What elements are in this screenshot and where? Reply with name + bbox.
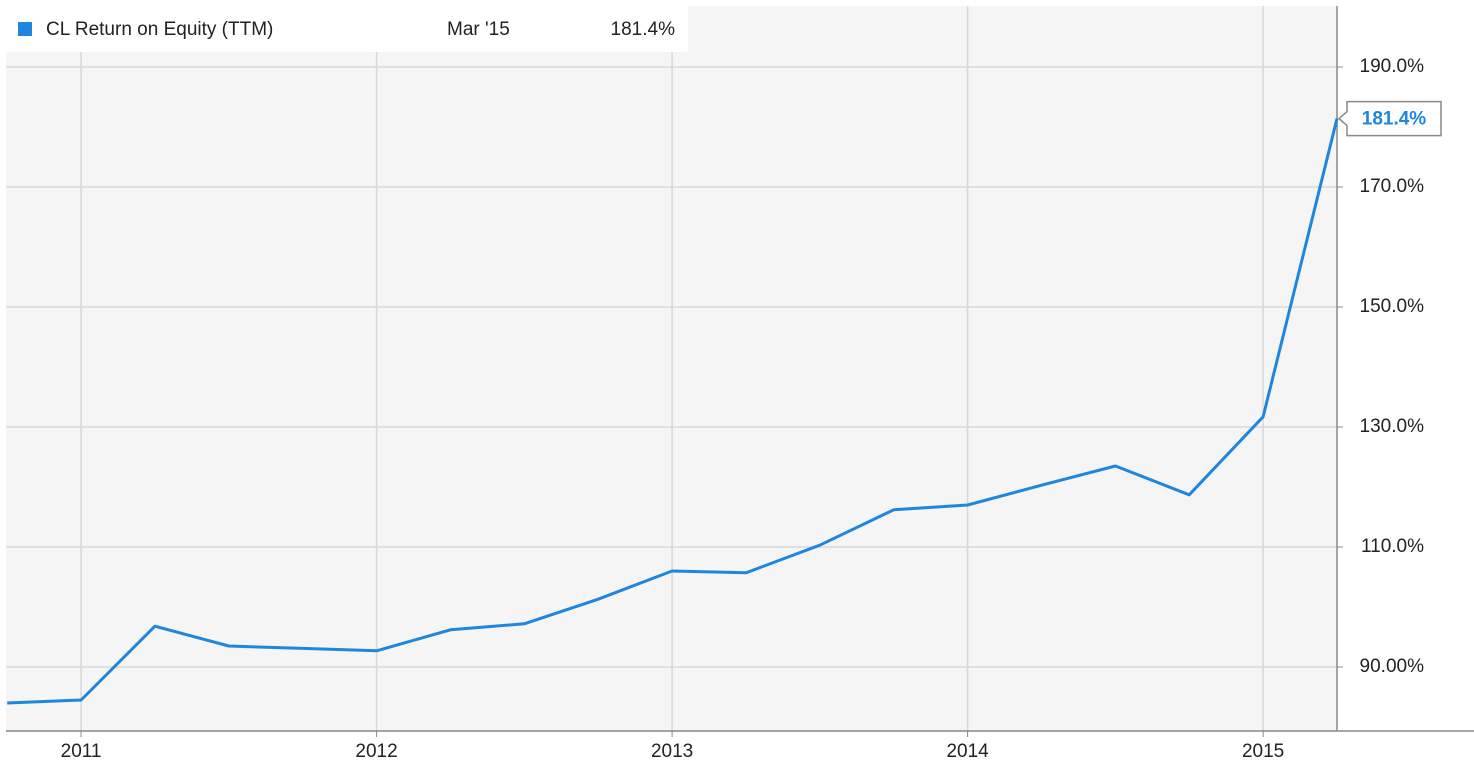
plot [7, 118, 1339, 705]
legend-box [6, 6, 688, 52]
y-tick-label: 90.00% [1360, 656, 1425, 677]
y-tick-label: 150.0% [1360, 296, 1425, 317]
grid [6, 6, 1337, 731]
x-tick-label: 2014 [946, 741, 989, 762]
y-tick-label: 190.0% [1360, 56, 1425, 77]
y-tick-label: 130.0% [1360, 416, 1425, 437]
callout-label: 181.4% [1362, 109, 1427, 130]
callout-box [1337, 100, 1442, 137]
y-tick-label: 170.0% [1360, 176, 1425, 197]
x-tick-label: 2012 [355, 741, 397, 762]
y-tick-label: 110.0% [1361, 536, 1424, 557]
legend-value: 181.4% [611, 19, 676, 40]
legend-label: CL Return on Equity (TTM) [46, 19, 273, 40]
x-tick-label: 2015 [1242, 741, 1284, 762]
legend-swatch [18, 22, 32, 36]
x-tick-label: 2011 [61, 741, 102, 762]
legend-date: Mar '15 [447, 19, 510, 40]
x-tick-label: 2013 [651, 741, 693, 762]
line [7, 118, 1339, 705]
